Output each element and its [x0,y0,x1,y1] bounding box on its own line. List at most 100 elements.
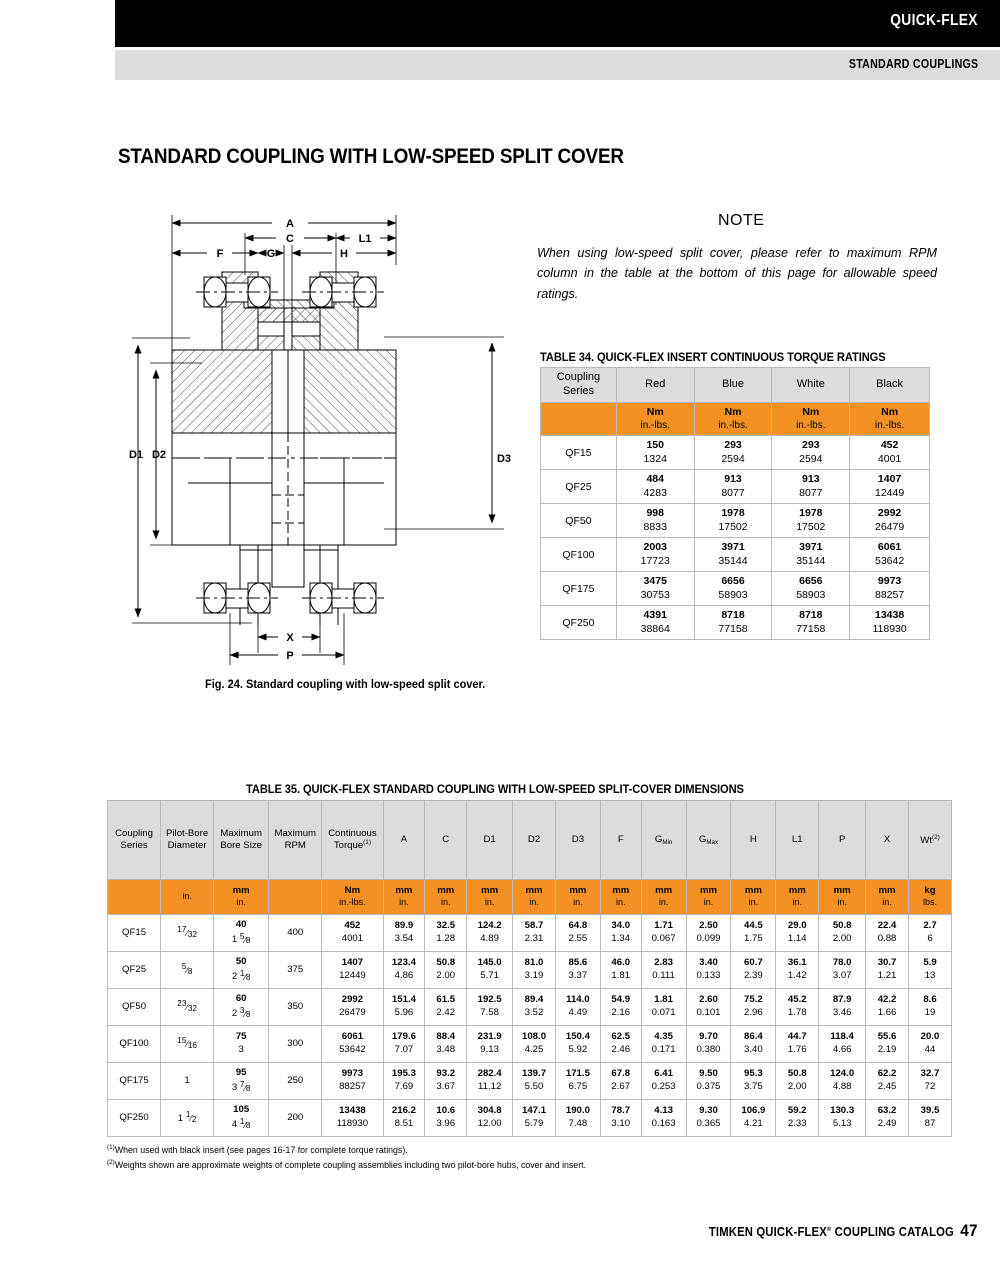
cell-max-rpm: 350 [268,988,323,1026]
cell-g-max: 9.70 0.380 [685,1025,732,1063]
cell-g-min: 4.13 0.163 [640,1099,687,1137]
th-g-max: GMax [685,800,732,880]
table-row: QF100 15⁄16 75 3 300 6061 53642 179.6 7.07 88.4 3.… [106,1025,953,1063]
cell-red: 998 8833 [615,503,695,538]
section-banner: STANDARD COUPLINGS [115,50,1000,80]
cell-continuous-torque: 9973 88257 [321,1062,384,1100]
cell-white: 913 8077 [771,469,851,504]
cell-a: 151.4 5.96 [382,988,426,1026]
th-coupling-series: Coupling Series [106,800,162,880]
cell-g-min: 6.41 0.253 [640,1062,687,1100]
cell-series: QF100 [106,1025,162,1063]
figure-caption: Fig. 24. Standard coupling with low-spee… [205,678,486,691]
section-subtitle: STANDARD COUPLINGS [848,57,978,71]
cell-series: QF25 [540,469,617,504]
cell-p: 50.8 2.00 [818,914,867,952]
note-body: When using low-speed split cover, please… [537,246,937,301]
cell-x: 42.2 1.66 [865,988,909,1026]
svg-text:A: A [286,218,294,230]
cell-a: 123.4 4.86 [382,951,426,989]
table34-insert-torque-ratings: Coupling Series Red Blue White Black Nm i… [540,367,930,640]
page-number: 47 [960,1221,978,1240]
cell-h: 106.9 4.21 [730,1099,777,1137]
cell-x: 22.4 0.88 [865,914,909,952]
unit-torque: Nm in.-lbs. [321,879,384,915]
cell-black: 9973 88257 [849,571,930,606]
cell-p: 87.9 3.46 [818,988,867,1026]
cell-a: 216.2 8.51 [382,1099,426,1137]
th-wt: Wt(2) [907,800,953,880]
cell-d1: 192.5 7.58 [466,988,514,1026]
cell-d3: 85.6 3.37 [554,951,601,989]
unit-black: Nm in.-lbs. [849,402,930,436]
cell-l1: 44.7 1.76 [775,1025,820,1063]
cell-red: 150 1324 [615,435,695,470]
cell-d2: 139.7 5.50 [512,1062,556,1100]
cell-series: QF175 [540,571,617,606]
catalog-name-b: COUPLING CATALOG [831,1225,955,1239]
cell-bore-size: 40 1 5⁄8 [213,914,270,952]
cell-series: QF50 [106,988,162,1026]
coupling-cross-section-figure: A C L1 F G H [112,205,527,670]
cell-x: 62.2 2.45 [865,1062,909,1100]
cell-h: 44.5 1.75 [730,914,777,952]
th-pilot-bore-diameter: Pilot-Bore Diameter [160,800,215,880]
cell-g-max: 2.50 0.099 [685,914,732,952]
cell-g-max: 9.50 0.375 [685,1062,732,1100]
cell-f: 67.8 2.67 [599,1062,642,1100]
cell-white: 8718 77158 [771,605,851,640]
cell-continuous-torque: 1407 12449 [321,951,384,989]
th-x: X [865,800,909,880]
unit-pilot-bore: in. [160,879,215,915]
cell-black: 2992 26479 [849,503,930,538]
cell-blue: 3971 35144 [693,537,773,572]
th-g-min: GMin [640,800,687,880]
th-d1: D1 [466,800,514,880]
cell-x: 55.6 2.19 [865,1025,909,1063]
cell-g-min: 4.35 0.171 [640,1025,687,1063]
cell-max-rpm: 300 [268,1025,323,1063]
cell-max-rpm: 375 [268,951,323,989]
page-title: STANDARD COUPLING WITH LOW-SPEED SPLIT C… [118,145,624,168]
registered-icon: ® [827,1225,832,1233]
cell-pilot-bore: 1 1⁄2 [160,1099,215,1137]
unit-blue: Nm in.-lbs. [693,402,773,436]
cell-d2: 147.1 5.79 [512,1099,556,1137]
cell-continuous-torque: 452 4001 [321,914,384,952]
cell-blue: 8718 77158 [693,605,773,640]
cell-continuous-torque: 13438 118930 [321,1099,384,1137]
unit-wt: kg lbs. [907,879,953,915]
cell-g-max: 3.40 0.133 [685,951,732,989]
cell-l1: 29.0 1.14 [775,914,820,952]
cell-c: 93.2 3.67 [424,1062,468,1100]
page-footer: TIMKEN QUICK-FLEX® COUPLING CATALOG 47 [709,1221,978,1241]
cell-white: 293 2594 [771,435,851,470]
brand-banner: QUICK-FLEX [115,0,1000,47]
cell-blue: 1978 17502 [693,503,773,538]
cell-black: 1407 12449 [849,469,930,504]
cell-f: 34.0 1.34 [599,914,642,952]
th-c: C [424,800,468,880]
note-heading: NOTE [718,212,765,229]
cell-series: QF100 [540,537,617,572]
cell-wt: 2.7 6 [907,914,953,952]
cell-wt: 20.0 44 [907,1025,953,1063]
cell-wt: 8.6 19 [907,988,953,1026]
cell-h: 75.2 2.96 [730,988,777,1026]
th-black: Black [849,367,930,403]
cell-d2: 108.0 4.25 [512,1025,556,1063]
cell-d3: 171.5 6.75 [554,1062,601,1100]
cell-max-rpm: 250 [268,1062,323,1100]
cell-max-rpm: 200 [268,1099,323,1137]
cell-c: 88.4 3.48 [424,1025,468,1063]
cell-d1: 145.0 5.71 [466,951,514,989]
th-l1: L1 [775,800,820,880]
unit-h: mm in. [730,879,777,915]
th-red: Red [615,367,695,403]
cell-a: 195.3 7.69 [382,1062,426,1100]
cell-d3: 150.4 5.92 [554,1025,601,1063]
cell-h: 95.3 3.75 [730,1062,777,1100]
unit-d3: mm in. [554,879,601,915]
cell-blue: 913 8077 [693,469,773,504]
cell-blue: 6656 58903 [693,571,773,606]
